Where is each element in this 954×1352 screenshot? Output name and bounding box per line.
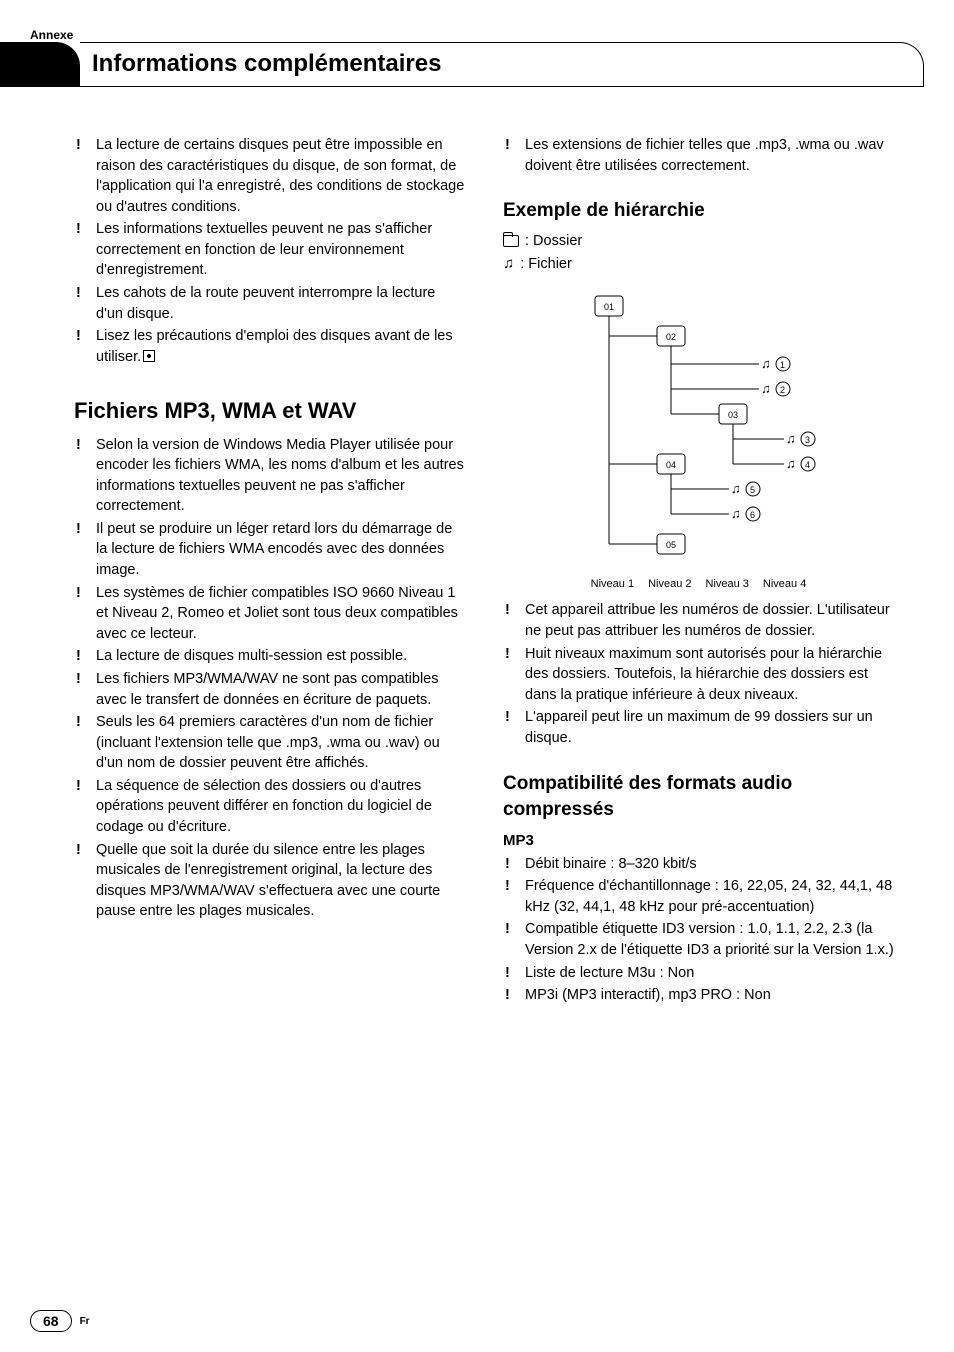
folder-label: 02 <box>665 332 675 342</box>
level-label: Niveau 4 <box>763 577 806 593</box>
level-labels: Niveau 1 Niveau 2 Niveau 3 Niveau 4 <box>503 577 894 593</box>
list-item: Les cahots de la route peuvent interromp… <box>96 283 465 324</box>
list-item: La lecture de certains disques peut être… <box>96 135 465 217</box>
list-item: La séquence de sélection des dossiers ou… <box>96 776 465 838</box>
content-columns: La lecture de certains disques peut être… <box>74 135 894 1008</box>
svg-text:♫: ♫ <box>731 506 741 521</box>
end-mark-icon <box>143 350 155 362</box>
intro-list: La lecture de certains disques peut être… <box>74 135 465 367</box>
right-column: Les extensions de fichier telles que .mp… <box>503 135 894 1008</box>
hierarchy-diagram: 01 02 03 04 05 ♫ 1 ♫ 2 ♫ 3 ♫ 4 ♫ 5 ♫ 6 Niveau … <box>503 284 894 592</box>
mp3-list: Débit binaire : 8–320 kbit/s Fréquence d… <box>503 854 894 1006</box>
legend-file: ♫ : Fichier <box>503 254 894 275</box>
list-item: Les extensions de fichier telles que .mp… <box>525 135 894 176</box>
list-item: Débit binaire : 8–320 kbit/s <box>525 854 894 875</box>
hierarchy-svg: 01 02 03 04 05 ♫ 1 ♫ 2 ♫ 3 ♫ 4 ♫ 5 ♫ 6 <box>569 284 829 564</box>
folder-label: 03 <box>727 410 737 420</box>
legend-folder-text: : Dossier <box>525 231 582 252</box>
file-num: 2 <box>780 385 785 395</box>
file-num: 5 <box>750 485 755 495</box>
svg-text:♫: ♫ <box>761 356 771 371</box>
list-item: Quelle que soit la durée du silence entr… <box>96 840 465 922</box>
legend-folder: : Dossier <box>503 231 894 252</box>
list-item: Il peut se produire un léger retard lors… <box>96 519 465 581</box>
file-num: 4 <box>805 460 810 470</box>
file-num: 6 <box>750 510 755 520</box>
level-label: Niveau 2 <box>648 577 691 593</box>
file-num: 3 <box>805 435 810 445</box>
list-item: Liste de lecture M3u : Non <box>525 963 894 984</box>
list-item: Les fichiers MP3/WMA/WAV ne sont pas com… <box>96 669 465 710</box>
list-item: Cet appareil attribue les numéros de dos… <box>525 600 894 641</box>
list-item: L'appareil peut lire un maximum de 99 do… <box>525 707 894 748</box>
heading-mp3: MP3 <box>503 830 894 851</box>
folder-label: 01 <box>603 302 613 312</box>
files-list: Selon la version de Windows Media Player… <box>74 435 465 922</box>
page-footer: 68 Fr <box>30 1310 90 1332</box>
page-title: Informations complémentaires <box>92 50 441 78</box>
list-item: Fréquence d'échantillonnage : 16, 22,05,… <box>525 876 894 917</box>
list-item: La lecture de disques multi-session est … <box>96 646 465 667</box>
heading-files: Fichiers MP3, WMA et WAV <box>74 395 465 426</box>
list-item: Les informations textuelles peuvent ne p… <box>96 219 465 281</box>
svg-text:♫: ♫ <box>731 481 741 496</box>
list-item: Seuls les 64 premiers caractères d'un no… <box>96 712 465 774</box>
hierarchy-list: Cet appareil attribue les numéros de dos… <box>503 600 894 748</box>
folder-label: 04 <box>665 460 675 470</box>
top-list: Les extensions de fichier telles que .mp… <box>503 135 894 176</box>
heading-compat: Compatibilité des formats audio compress… <box>503 771 894 825</box>
section-label: Annexe <box>30 28 73 42</box>
header-tab <box>0 42 80 87</box>
list-item: Huit niveaux maximum sont autorisés pour… <box>525 644 894 706</box>
list-item: Les systèmes de fichier compatibles ISO … <box>96 583 465 645</box>
svg-text:♫: ♫ <box>761 381 771 396</box>
svg-text:♫: ♫ <box>786 431 796 446</box>
folder-label: 05 <box>665 540 675 550</box>
file-num: 1 <box>780 360 785 370</box>
level-label: Niveau 1 <box>591 577 634 593</box>
lang-code: Fr <box>80 1316 90 1327</box>
left-column: La lecture de certains disques peut être… <box>74 135 465 1008</box>
list-item: MP3i (MP3 interactif), mp3 PRO : Non <box>525 985 894 1006</box>
note-icon: ♫ <box>503 256 514 271</box>
list-item: Lisez les précautions d'emploi des disqu… <box>96 326 465 367</box>
legend-file-text: : Fichier <box>520 254 572 275</box>
list-item: Selon la version de Windows Media Player… <box>96 435 465 517</box>
heading-hierarchy: Exemple de hiérarchie <box>503 198 894 225</box>
level-label: Niveau 3 <box>706 577 749 593</box>
list-item: Compatible étiquette ID3 version : 1.0, … <box>525 919 894 960</box>
svg-text:♫: ♫ <box>786 456 796 471</box>
page-number: 68 <box>30 1310 72 1332</box>
folder-icon <box>503 235 519 247</box>
